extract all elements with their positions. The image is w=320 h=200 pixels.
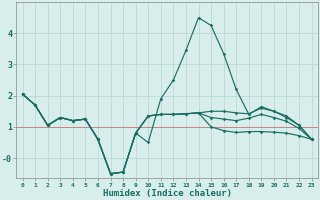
X-axis label: Humidex (Indice chaleur): Humidex (Indice chaleur) — [103, 189, 232, 198]
